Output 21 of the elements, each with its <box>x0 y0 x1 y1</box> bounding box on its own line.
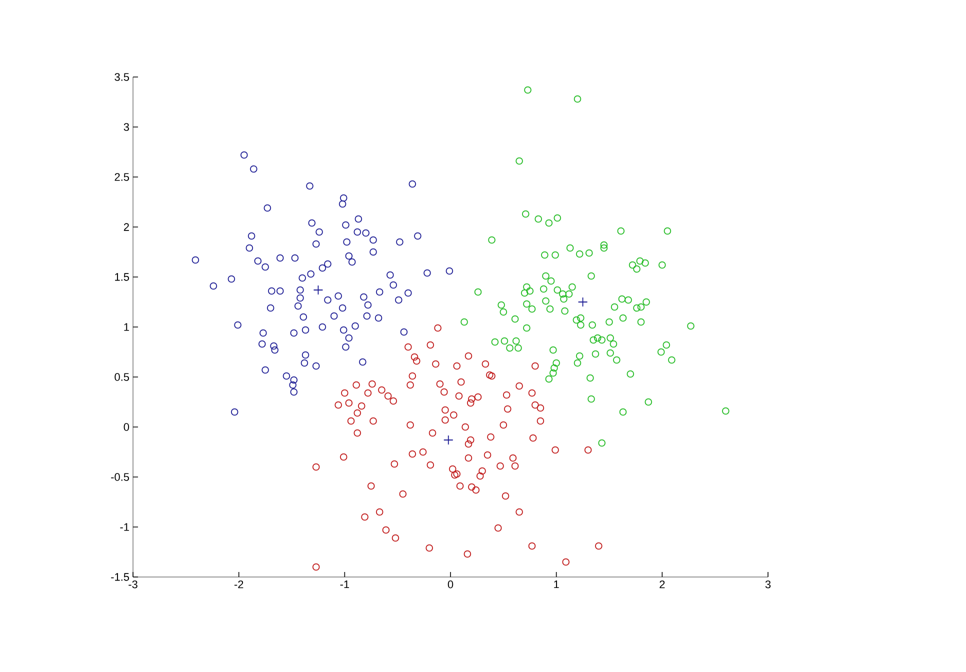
y-tick-label: 0.5 <box>114 373 130 381</box>
point <box>443 435 454 445</box>
x-tick-label: 2 <box>660 580 665 588</box>
x-tick-label: -2 <box>234 580 244 588</box>
y-tick-label: 3 <box>124 123 129 131</box>
x-tick-label: -3 <box>128 580 138 588</box>
y-tick-label: 2.5 <box>114 173 130 181</box>
x-tick-label: 0 <box>448 580 454 588</box>
y-tick-label: 0 <box>124 423 130 431</box>
y-tick-label: -0.5 <box>111 473 130 481</box>
point <box>578 297 588 307</box>
y-tick-label: 3.5 <box>114 73 130 81</box>
x-tick-label: 1 <box>554 580 559 588</box>
y-tick-label: -1.5 <box>111 573 130 581</box>
y-tick-label: 1.5 <box>115 273 130 281</box>
x-tick-label: -1 <box>340 580 350 588</box>
x-tick-label: 3 <box>765 580 771 588</box>
y-tick-label: 2 <box>124 223 129 231</box>
point <box>313 285 324 295</box>
y-tick-label: -1 <box>120 523 129 531</box>
y-tick-label: 1 <box>124 323 129 331</box>
